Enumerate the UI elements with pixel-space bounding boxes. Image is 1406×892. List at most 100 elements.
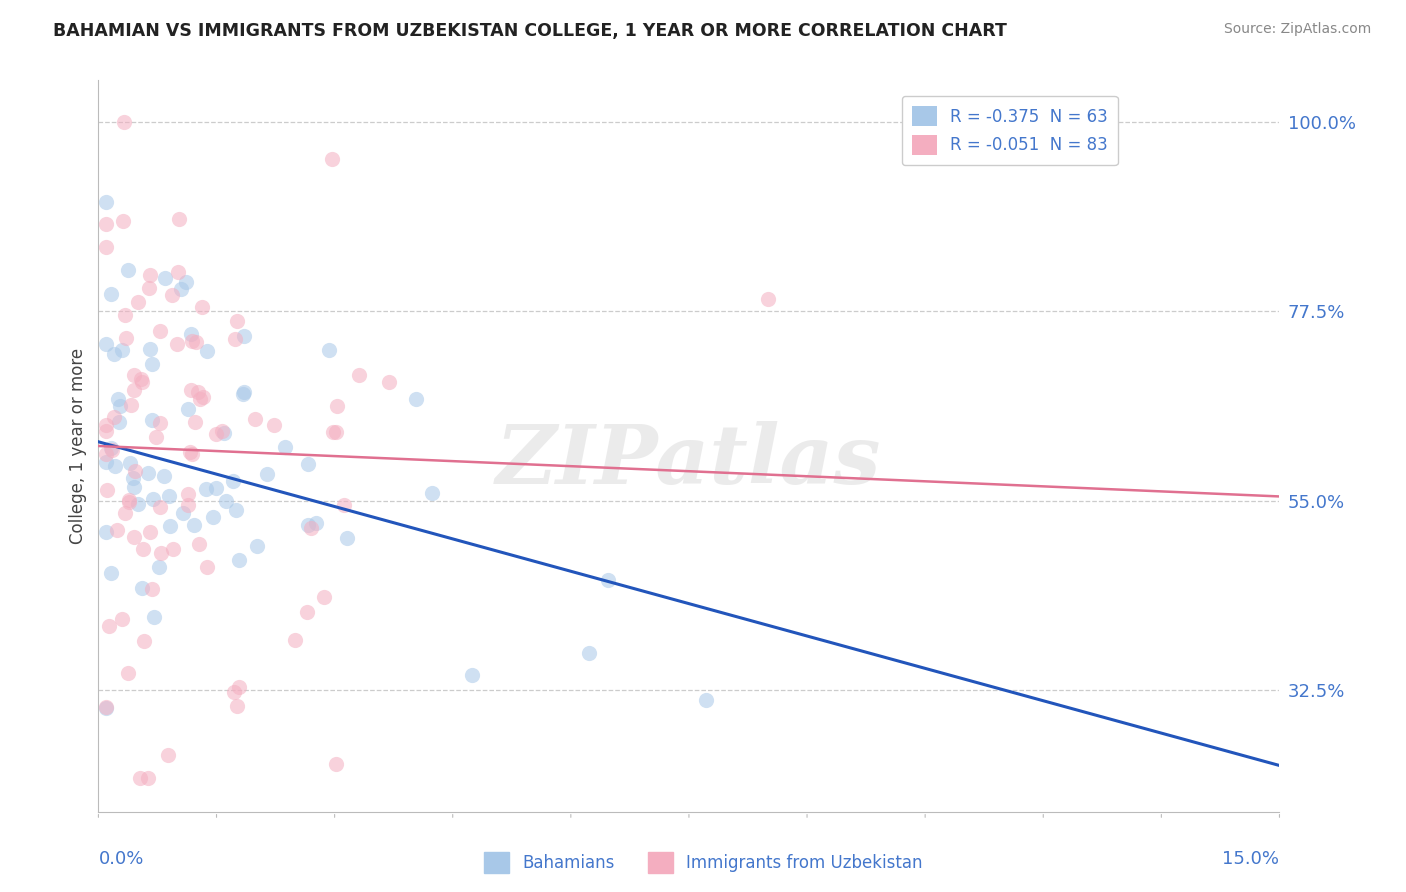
Point <box>124 464 146 478</box>
Point <box>325 425 347 439</box>
Point <box>332 498 354 512</box>
Point <box>228 553 250 567</box>
Point <box>107 392 129 406</box>
Point <box>204 426 226 441</box>
Point <box>193 391 215 405</box>
Point <box>214 425 236 440</box>
Point <box>179 445 201 459</box>
Point <box>177 402 200 417</box>
Point <box>228 680 250 694</box>
Point <box>111 343 134 357</box>
Point <box>98 618 121 632</box>
Point <box>177 498 200 512</box>
Point <box>190 392 212 406</box>
Point <box>96 447 118 461</box>
Point <box>226 314 249 328</box>
Point <box>225 502 247 516</box>
Text: BAHAMIAN VS IMMIGRANTS FROM UZBEKISTAN COLLEGE, 1 YEAR OR MORE CORRELATION CHART: BAHAMIAN VS IMMIGRANTS FROM UZBEKISTAN C… <box>53 22 1007 40</box>
Point <box>120 456 142 470</box>
Point <box>222 474 245 488</box>
Point <box>131 375 153 389</box>
Point <box>222 685 245 699</box>
Point <box>124 368 146 382</box>
Point <box>149 500 172 514</box>
Point <box>96 337 118 351</box>
Point <box>297 517 319 532</box>
Point <box>145 429 167 443</box>
Point <box>349 368 371 382</box>
Point <box>215 493 238 508</box>
Point <box>321 153 343 167</box>
Point <box>96 240 118 254</box>
Point <box>100 287 122 301</box>
Point <box>756 293 779 307</box>
Point <box>114 308 136 322</box>
Point <box>96 483 118 498</box>
Point <box>232 385 254 400</box>
Point <box>284 632 307 647</box>
Point <box>325 399 347 413</box>
Point <box>204 481 226 495</box>
Point <box>96 217 118 231</box>
Text: 15.0%: 15.0% <box>1222 849 1279 868</box>
Point <box>115 330 138 344</box>
Point <box>127 497 149 511</box>
Text: 0.0%: 0.0% <box>98 849 143 868</box>
Point <box>461 667 484 681</box>
Point <box>246 539 269 553</box>
Point <box>148 560 170 574</box>
Point <box>153 270 176 285</box>
Point <box>132 634 155 648</box>
Point <box>578 647 600 661</box>
Point <box>187 384 209 399</box>
Point <box>256 467 278 481</box>
Point <box>232 386 254 401</box>
Point <box>167 212 190 227</box>
Y-axis label: College, 1 year or more: College, 1 year or more <box>69 348 87 544</box>
Point <box>139 342 162 356</box>
Point <box>141 582 163 596</box>
Point <box>118 493 141 508</box>
Point <box>112 115 135 129</box>
Point <box>131 582 153 596</box>
Point <box>180 383 202 397</box>
Point <box>295 605 318 619</box>
Point <box>149 324 172 338</box>
Point <box>96 194 118 209</box>
Point <box>142 491 165 506</box>
Point <box>181 447 204 461</box>
Point <box>117 263 139 277</box>
Point <box>263 417 285 432</box>
Point <box>122 383 145 397</box>
Point <box>103 410 125 425</box>
Point <box>184 415 207 429</box>
Point <box>232 328 254 343</box>
Point <box>312 590 335 604</box>
Point <box>139 524 162 539</box>
Point <box>162 541 184 556</box>
Legend: R = -0.375  N = 63, R = -0.051  N = 83: R = -0.375 N = 63, R = -0.051 N = 83 <box>901 96 1118 165</box>
Point <box>405 392 427 406</box>
Point <box>169 282 191 296</box>
Point <box>132 542 155 557</box>
Point <box>128 771 150 785</box>
Point <box>695 692 717 706</box>
Point <box>325 757 347 772</box>
Point <box>191 300 214 314</box>
Point <box>243 411 266 425</box>
Point <box>129 372 152 386</box>
Point <box>183 518 205 533</box>
Point <box>174 275 197 289</box>
Point <box>138 281 160 295</box>
Point <box>336 531 359 545</box>
Point <box>211 424 233 438</box>
Point <box>153 469 176 483</box>
Point <box>141 413 163 427</box>
Point <box>598 573 620 587</box>
Point <box>96 524 118 539</box>
Point <box>96 699 118 714</box>
Point <box>297 457 319 471</box>
Point <box>167 264 190 278</box>
Point <box>96 424 118 438</box>
Point <box>195 344 218 359</box>
